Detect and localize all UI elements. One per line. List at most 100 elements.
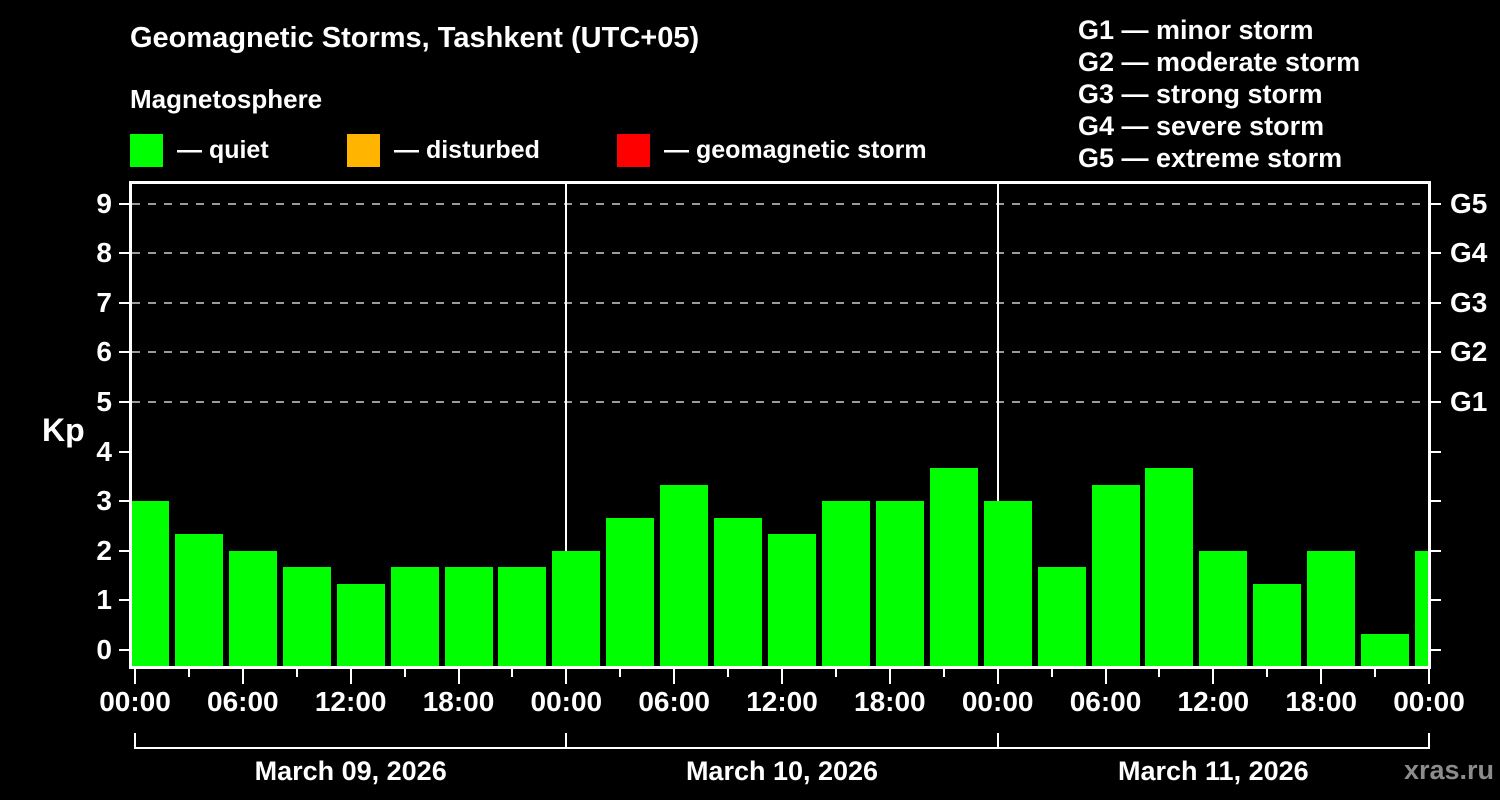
- y-axis-tick-right: [1429, 549, 1441, 552]
- bars-layer: [132, 184, 1428, 666]
- kp-bar: [768, 534, 816, 666]
- y-axis-label: 0: [96, 634, 112, 665]
- disturbed-swatch-icon: [347, 134, 380, 167]
- date-bracket-tick: [134, 733, 136, 749]
- kp-bar: [228, 550, 277, 666]
- kp-bar: [1307, 550, 1356, 666]
- y-axis-tick-left: [119, 500, 131, 503]
- kp-bar: [660, 484, 709, 666]
- kp-bar: [929, 467, 978, 666]
- kp-bar: [821, 501, 870, 666]
- kp-bar: [552, 550, 601, 666]
- gridline-kp5: [132, 401, 1428, 403]
- x-axis-time-label: 06:00: [1069, 686, 1142, 717]
- kp-bar: [875, 501, 924, 666]
- kp-bar: [1253, 584, 1302, 666]
- x-axis-tick-major: [457, 669, 460, 684]
- y-axis-label: 5: [96, 386, 112, 417]
- x-axis-tick-major: [1320, 669, 1323, 684]
- g3-legend-row: G3 — strong storm: [1078, 79, 1323, 109]
- y-axis-label: 7: [96, 286, 112, 318]
- kp-bar: [132, 501, 169, 666]
- kp-bar: [498, 567, 547, 666]
- x-axis-time-label: 00:00: [530, 686, 603, 717]
- y-axis-tick-right: [1429, 450, 1441, 453]
- y-axis-tick-right: [1429, 252, 1441, 255]
- x-axis-time-label: 18:00: [422, 686, 495, 717]
- gridline-kp7: [132, 301, 1428, 304]
- y-axis-label: 3: [96, 485, 112, 517]
- x-axis-time-label: 12:00: [314, 686, 387, 717]
- y-axis-tick-left: [119, 301, 131, 304]
- date-label: March 11, 2026: [1118, 756, 1309, 786]
- kp-bar: [1361, 633, 1410, 666]
- y-axis-label: 6: [96, 336, 112, 368]
- y-axis-tick-right: [1429, 301, 1441, 304]
- x-axis-time-label: 00:00: [1393, 686, 1465, 717]
- kp-bar: [1415, 550, 1428, 666]
- kp-bar: [444, 567, 493, 666]
- x-axis-tick-minor: [942, 669, 945, 677]
- quiet-swatch-icon: [130, 134, 163, 167]
- g-scale-label-g3: G3: [1450, 286, 1488, 318]
- y-axis-tick-right: [1429, 649, 1441, 651]
- g-scale-label-g2: G2: [1450, 336, 1488, 368]
- x-axis-tick-minor: [1266, 669, 1269, 677]
- x-axis-time-label: 18:00: [1285, 686, 1357, 717]
- kp-bar: [714, 517, 763, 666]
- date-label: March 09, 2026: [254, 756, 447, 786]
- g-scale-label-g1: G1: [1450, 386, 1488, 417]
- kp-bar: [336, 584, 385, 666]
- watermark: xras.ru: [1403, 755, 1494, 785]
- kp-bar: [1199, 550, 1248, 666]
- y-axis-tick-left: [119, 549, 131, 552]
- day-divider: [565, 184, 568, 666]
- y-axis-tick-left: [119, 649, 131, 651]
- disturbed-label: — disturbed: [394, 136, 540, 164]
- y-axis-tick-right: [1429, 401, 1441, 403]
- x-axis-tick-major: [996, 669, 999, 684]
- x-axis-tick-major: [1428, 669, 1430, 684]
- g-scale-label-g5: G5: [1450, 187, 1488, 219]
- kp-bar: [390, 567, 439, 666]
- g5-legend-row: G5 — extreme storm: [1078, 143, 1343, 173]
- gridline-kp6: [132, 351, 1428, 354]
- y-axis-tick-left: [119, 202, 131, 205]
- x-axis-tick-major: [349, 669, 352, 684]
- x-axis-tick-major: [134, 669, 136, 684]
- x-axis-tick-minor: [403, 669, 406, 677]
- x-axis-tick-minor: [727, 669, 730, 677]
- storm-scale-legend: G1 — minor storm G2 — moderate storm G3 …: [1078, 14, 1360, 174]
- date-bracket: [135, 747, 1429, 749]
- x-axis-time-label: 00:00: [99, 686, 171, 717]
- y-axis-label: 8: [96, 237, 112, 269]
- y-axis-tick-right: [1429, 351, 1441, 354]
- y-axis-label: 9: [96, 187, 112, 219]
- g-scale-label-g4: G4: [1450, 237, 1488, 269]
- g2-legend-row: G2 — moderate storm: [1078, 47, 1361, 77]
- x-axis-tick-major: [241, 669, 244, 684]
- storm-swatch-icon: [617, 134, 650, 167]
- day-divider: [996, 184, 999, 666]
- y-axis-label: 2: [96, 534, 112, 566]
- chart-title: Geomagnetic Storms, Tashkent (UTC+05): [130, 22, 700, 54]
- y-axis-tick-right: [1429, 500, 1441, 503]
- y-axis-tick-left: [119, 252, 131, 255]
- x-axis-tick-minor: [511, 669, 514, 677]
- x-axis-tick-minor: [187, 669, 190, 677]
- x-axis-tick-major: [781, 669, 783, 684]
- y-axis-title: Kp: [42, 412, 85, 448]
- kp-bar: [1091, 484, 1140, 666]
- gridline-kp8: [132, 252, 1428, 255]
- x-axis-tick-major: [1104, 669, 1107, 684]
- x-axis-tick-minor: [1050, 669, 1053, 677]
- x-axis-time-label: 12:00: [1177, 686, 1250, 717]
- x-axis-time-label: 12:00: [746, 686, 818, 717]
- kp-bar: [1037, 567, 1086, 666]
- y-axis-label: 1: [96, 584, 112, 616]
- x-axis-tick-minor: [834, 669, 837, 677]
- y-axis-label: 4: [96, 435, 112, 467]
- x-axis-tick-minor: [295, 669, 298, 677]
- kp-bar: [1145, 467, 1194, 666]
